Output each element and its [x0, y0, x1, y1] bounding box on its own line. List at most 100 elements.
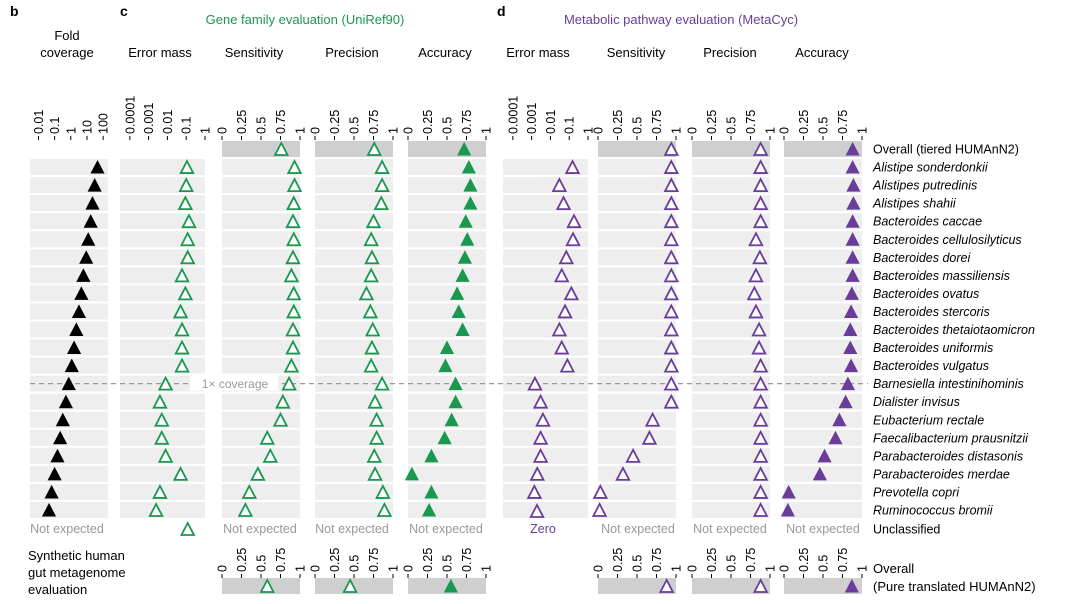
mp-sensitivity-overall-band — [598, 578, 676, 594]
fold-coverage-tick-label: 10 — [80, 120, 94, 134]
fold-coverage-marker — [47, 466, 62, 481]
mp-accuracy-row-band — [784, 195, 862, 212]
mp-accuracy-row-band — [784, 303, 862, 320]
gf-sensitivity-marker — [262, 447, 279, 463]
fold-coverage-marker — [50, 448, 65, 463]
mp-precision-marker — [752, 375, 769, 391]
gf-sensitivity-marker — [285, 339, 301, 355]
gf-precision-marker — [375, 484, 391, 499]
mp-accuracy-marker — [846, 196, 861, 210]
mp-precision-row-band — [692, 483, 770, 500]
mp-precision-marker — [752, 357, 769, 373]
row-label: Unclassified — [873, 523, 940, 537]
mp-sensitivity-marker — [663, 285, 680, 301]
gf-error-mass-marker — [178, 177, 194, 193]
mp-sensitivity-row-band — [598, 141, 676, 157]
mp-sensitivity-marker — [663, 195, 680, 211]
mp-sensitivity-overall-marker — [658, 578, 675, 593]
gf-sensitivity-row-band — [222, 321, 300, 338]
mp-precision-overall-marker — [752, 578, 769, 593]
mp-accuracy-tick-label: 0.75 — [836, 110, 850, 134]
gf-error-mass-row-band — [120, 303, 205, 320]
gf-sensitivity-bottom-tick-label: 0.75 — [274, 548, 288, 572]
gf-accuracy-bottom-tick-label: 0.5 — [441, 555, 455, 572]
fold-coverage-row-band — [30, 303, 108, 320]
mp-accuracy-tick-label: 0 — [778, 127, 792, 134]
mp-accuracy-bottom-tick-label: 1 — [856, 565, 870, 572]
mp-precision-marker — [752, 502, 769, 517]
mp-error-mass-tick-label: 0.1 — [563, 117, 577, 134]
gf-precision-row-band — [315, 213, 393, 230]
gf-accuracy-bottom-tick-label: 1 — [480, 565, 494, 572]
mp-accuracy-row-band — [784, 177, 862, 194]
gf-sensitivity-row-band — [222, 231, 300, 248]
gf-precision-bottom-tick-label: 0 — [309, 565, 323, 572]
gf-precision-bottom-tick-label: 1 — [387, 565, 401, 572]
mp-sensitivity-marker — [663, 249, 680, 265]
mp-error-mass-row-band — [503, 321, 588, 338]
gf-error-mass-marker — [179, 521, 196, 536]
mp-accuracy-marker — [840, 376, 856, 391]
gf-sensitivity-not-expected: Not expected — [223, 522, 297, 536]
gf-accuracy-marker — [438, 358, 453, 373]
row-label: Bacteroides uniformis — [873, 341, 993, 355]
mp-accuracy-marker — [846, 178, 861, 192]
gf-sensitivity-bottom-tick-label: 0.25 — [235, 548, 249, 572]
gf-precision-row-band — [315, 195, 393, 212]
mp-error-mass-marker — [566, 213, 582, 229]
mp-sensitivity-tick-label: 1 — [670, 127, 684, 134]
gf-accuracy-marker — [437, 430, 452, 445]
mp-precision-marker — [752, 159, 769, 174]
mp-precision-marker — [752, 195, 769, 211]
gf-sensitivity-row-band — [222, 411, 300, 428]
mp-error-mass-marker — [555, 195, 572, 211]
gf-sensitivity-tick-label: 0.5 — [255, 117, 269, 134]
gf-sensitivity-marker — [286, 195, 302, 211]
mp-sensitivity-bottom-tick-label: 0.75 — [650, 548, 664, 572]
gf-precision-row-band — [315, 357, 393, 374]
mp-error-mass-marker — [532, 447, 549, 463]
gf-accuracy-marker — [448, 394, 463, 409]
gf-sensitivity-bottom-tick-label: 1 — [294, 565, 308, 572]
gf-precision-marker — [366, 141, 383, 156]
gf-precision-marker — [367, 393, 383, 409]
gf-sensitivity-overall-marker — [259, 578, 275, 593]
gf-error-mass-row-band — [120, 267, 205, 284]
gf-sensitivity-tick-label: 1 — [294, 127, 308, 134]
row-label: Alistipe sonderdonkii — [872, 161, 989, 175]
mp-sensitivity-marker — [663, 141, 680, 156]
mp-sensitivity-row-band — [598, 159, 676, 176]
fold-coverage-marker — [67, 340, 82, 355]
gf-accuracy-row-band — [408, 249, 486, 266]
mp-accuracy-row-band — [784, 321, 862, 338]
gf-accuracy-tick-label: 0.25 — [421, 110, 435, 134]
mp-accuracy-bottom-tick-label: 0 — [778, 565, 792, 572]
row-label: Bacteroides dorei — [873, 251, 972, 265]
fold-coverage-marker — [41, 502, 57, 517]
evaluation-label: Synthetic human gut metagenome evaluation — [28, 548, 126, 597]
mp-error-mass-marker — [551, 177, 568, 193]
fold-coverage-marker — [71, 304, 87, 318]
gf-sensitivity-tick-label: 0.25 — [235, 110, 249, 134]
gf-sensitivity-tick-label: 0.75 — [274, 110, 288, 134]
fold-not-expected: Not expected — [30, 522, 104, 536]
row-label: Bacteroides massiliensis — [873, 269, 1010, 283]
gf-sensitivity-marker — [285, 321, 301, 337]
gf-error-mass-row-band — [120, 321, 205, 338]
gf-accuracy-marker — [463, 178, 478, 192]
gf-error-mass-marker — [157, 447, 174, 463]
mp-sensitivity-marker — [663, 321, 680, 337]
mp-precision-row-band — [692, 502, 770, 518]
mp-precision-marker — [752, 447, 769, 463]
gf-precision-marker — [376, 502, 393, 517]
coverage-line-label: 1× coverage — [202, 377, 269, 391]
mp-sensitivity-not-expected: Not expected — [601, 522, 675, 536]
row-label: Bacteroides caccae — [873, 215, 982, 229]
mp-precision-row-band — [692, 213, 770, 230]
gf-sensitivity-row-band — [222, 159, 300, 176]
fold-coverage-tick-label: 0.01 — [32, 110, 46, 134]
gf-error-mass-marker — [172, 465, 189, 481]
mp-precision-row-band — [692, 447, 770, 464]
gf-accuracy-marker — [458, 214, 473, 228]
mp-sensitivity-marker — [663, 339, 680, 355]
